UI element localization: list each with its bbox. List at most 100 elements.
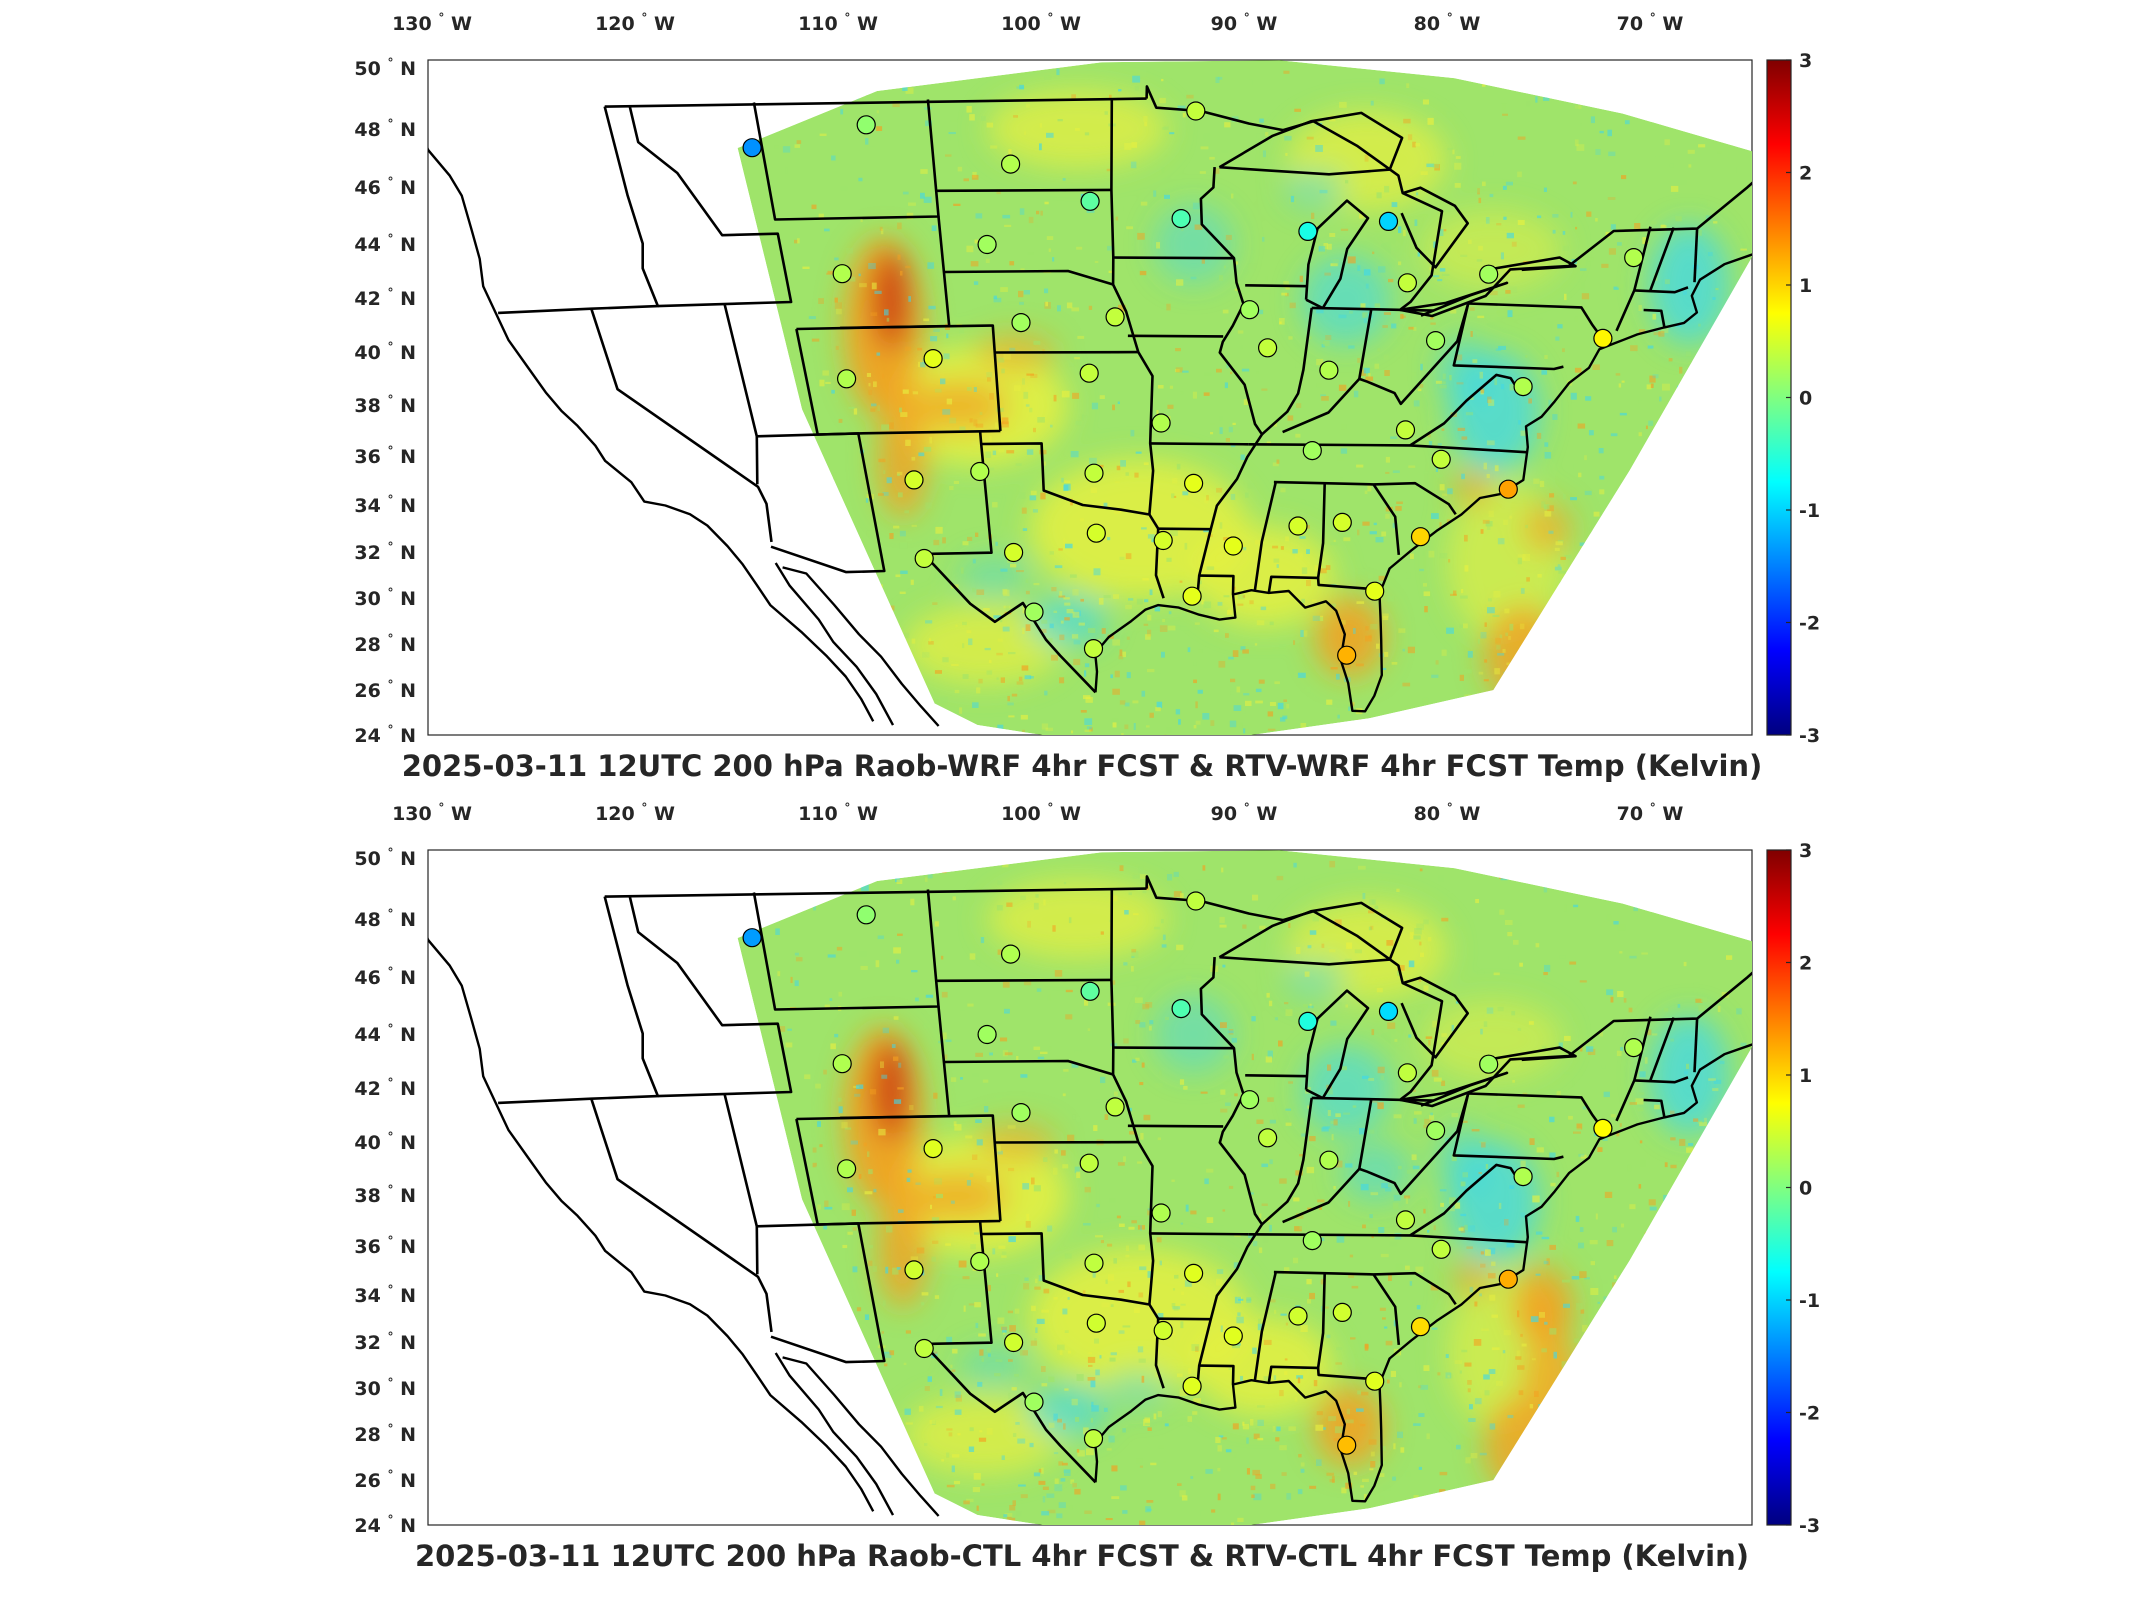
raob-station-marker [1083, 638, 1104, 659]
raob-station-marker [1186, 891, 1206, 911]
raob-station-marker [1257, 338, 1278, 358]
colorbar-tick-label: 0 [1799, 388, 1812, 410]
latitude-tick-label: 34 ° N [354, 1283, 416, 1307]
colorbar-tick-label: 0 [1799, 1178, 1812, 1200]
latitude-tick-label: 46 ° N [354, 175, 416, 199]
raob-station-marker [1079, 363, 1099, 383]
raob-station-marker [1086, 523, 1106, 543]
raob-station-marker [1011, 313, 1031, 333]
raob-station-marker [923, 349, 943, 369]
colorbar-tick-label: 3 [1799, 840, 1812, 862]
raob-station-marker [1378, 211, 1399, 231]
colorbar-tick-label: 2 [1799, 163, 1812, 185]
temperature-difference-field [737, 850, 1752, 1525]
raob-station-marker [742, 928, 762, 948]
raob-station-marker [1003, 542, 1024, 563]
latitude-tick-label: 30 ° N [354, 586, 416, 610]
raob-station-marker [914, 548, 934, 569]
latitude-tick-label: 32 ° N [354, 1330, 416, 1354]
raob-station-marker [1513, 1167, 1533, 1187]
raob-station-marker [977, 1024, 997, 1045]
raob-station-marker [1337, 1435, 1357, 1455]
latitude-tick-label: 32 ° N [354, 540, 416, 564]
latitude-tick-label: 24 ° N [354, 1513, 416, 1537]
colorbar-tick-label: -1 [1799, 500, 1820, 522]
latitude-tick-label: 36 ° N [354, 444, 416, 468]
raob-station-marker [904, 1260, 924, 1280]
longitude-tick-labels: 130 ° W 120 ° W 110 ° W 100 ° W 90 ° W 80 ° W… [392, 11, 1683, 35]
colorbar-tick-label: -3 [1799, 725, 1820, 747]
longitude-tick-labels: 130 ° W 120 ° W 110 ° W 100 ° W 90 ° W 80 ° W… [392, 801, 1683, 825]
panel-bottom: 130 ° W 120 ° W 110 ° W 100 ° W 90 ° W 80 ° W… [0, 790, 2133, 1580]
raob-station-marker [1182, 1376, 1202, 1396]
raob-station-marker [1288, 1306, 1308, 1326]
raob-station-marker [1410, 1317, 1431, 1337]
latitude-tick-label: 34 ° N [354, 493, 416, 517]
raob-station-marker [1171, 209, 1191, 229]
raob-station-marker [1365, 581, 1385, 601]
raob-station-marker [1425, 331, 1446, 351]
raob-station-marker [1479, 264, 1499, 284]
raob-station-marker [904, 470, 924, 490]
raob-stations [742, 101, 1644, 665]
map-figure-top: 130 ° W 120 ° W 110 ° W 100 ° W 90 ° W 80 ° W… [354, 11, 1820, 783]
raob-station-marker [1395, 420, 1416, 440]
raob-station-marker [856, 905, 876, 925]
raob-station-marker [856, 115, 876, 135]
raob-station-marker [1000, 944, 1021, 964]
raob-station-marker [970, 1251, 990, 1272]
longitude-tick-label: 110 ° W [798, 11, 878, 35]
raob-station-marker [1431, 449, 1451, 469]
colorbar-tick-label: -1 [1799, 1290, 1820, 1312]
latitude-tick-label: 28 ° N [354, 632, 416, 656]
raob-station-marker [1105, 307, 1125, 327]
longitude-tick-label: 120 ° W [595, 801, 675, 825]
raob-station-marker [1084, 1253, 1104, 1273]
raob-station-marker [1395, 1210, 1416, 1230]
raob-station-marker [1498, 479, 1518, 499]
state-boundaries [428, 875, 1752, 1517]
raob-station-marker [1024, 602, 1044, 622]
raob-station-marker [1302, 441, 1322, 461]
latitude-tick-label: 50 ° N [354, 56, 416, 80]
raob-station-marker [1425, 1121, 1446, 1141]
colorbar-tick-labels: -3 -2 -1 0 1 2 3 [1786, 50, 1820, 747]
raob-station-marker [1513, 377, 1533, 397]
latitude-tick-label: 42 ° N [354, 1076, 416, 1100]
raob-station-marker [832, 1054, 852, 1074]
raob-station-marker [1593, 1118, 1613, 1138]
raob-station-marker [1151, 413, 1171, 433]
temperature-difference-field [737, 60, 1752, 735]
colorbar-tick-label: 3 [1799, 50, 1812, 72]
raob-station-marker [1239, 1090, 1260, 1110]
raob-station-marker [1024, 1392, 1044, 1412]
raob-stations [742, 891, 1644, 1455]
raob-station-marker [1084, 463, 1104, 483]
latitude-tick-label: 48 ° N [354, 907, 416, 931]
latitude-tick-label: 30 ° N [354, 1376, 416, 1400]
raob-station-marker [1003, 1332, 1024, 1353]
longitude-tick-label: 90 ° W [1211, 801, 1278, 825]
raob-station-marker [1332, 512, 1352, 533]
longitude-tick-label: 70 ° W [1617, 801, 1684, 825]
raob-station-marker [1223, 536, 1243, 556]
latitude-tick-label: 44 ° N [354, 1022, 416, 1046]
raob-station-marker [1332, 1302, 1352, 1323]
raob-station-marker [1319, 1150, 1339, 1170]
raob-station-marker [914, 1338, 934, 1359]
colorbar-tick-label: 1 [1799, 1065, 1812, 1087]
latitude-tick-label: 36 ° N [354, 1234, 416, 1258]
state-boundaries [428, 85, 1752, 727]
longitude-tick-label: 80 ° W [1414, 801, 1481, 825]
raob-station-marker [1239, 300, 1260, 320]
raob-station-marker [923, 1139, 943, 1159]
raob-station-marker [1624, 1038, 1644, 1058]
map-figure-bottom: 130 ° W 120 ° W 110 ° W 100 ° W 90 ° W 80 ° W… [354, 801, 1820, 1573]
latitude-tick-label: 48 ° N [354, 117, 416, 141]
raob-station-marker [1302, 1231, 1322, 1251]
raob-station-marker [1083, 1428, 1104, 1449]
raob-station-marker [1319, 360, 1339, 380]
raob-station-marker [1151, 1203, 1171, 1223]
longitude-tick-label: 90 ° W [1211, 11, 1278, 35]
latitude-tick-label: 42 ° N [354, 286, 416, 310]
